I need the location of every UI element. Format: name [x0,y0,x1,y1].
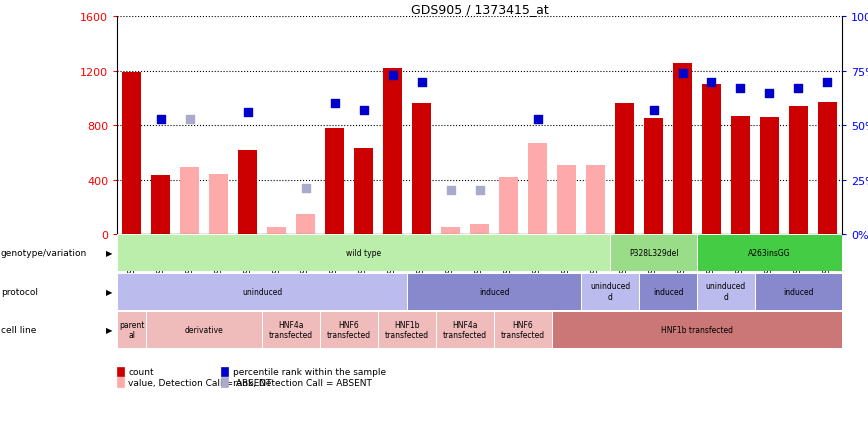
FancyBboxPatch shape [639,273,697,310]
Text: uninduced: uninduced [242,287,282,296]
FancyBboxPatch shape [117,311,146,348]
Point [820,79,834,86]
Text: derivative: derivative [185,325,224,334]
Point [733,85,747,92]
FancyBboxPatch shape [436,311,494,348]
Text: uninduced
d: uninduced d [590,282,630,301]
Text: ▶: ▶ [107,287,113,296]
FancyBboxPatch shape [581,273,639,310]
Text: induced: induced [653,287,683,296]
Bar [557,165,576,234]
Bar [528,144,547,234]
Text: A263insGG: A263insGG [748,249,791,258]
Text: uninduced
d: uninduced d [706,282,746,301]
FancyBboxPatch shape [320,311,378,348]
Point [357,107,371,114]
Bar [383,69,402,234]
Text: HNF1b
transfected: HNF1b transfected [385,320,429,339]
Text: wild type: wild type [346,249,381,258]
Point [154,116,168,123]
FancyBboxPatch shape [610,235,697,272]
Text: induced: induced [783,287,813,296]
Text: rank, Detection Call = ABSENT: rank, Detection Call = ABSENT [233,378,372,387]
Text: HNF6
transfected: HNF6 transfected [501,320,545,339]
Bar [499,178,518,234]
Bar [702,85,721,234]
Point [183,116,197,123]
Point [299,185,312,192]
Bar [673,63,692,234]
Text: value, Detection Call = ABSENT: value, Detection Call = ABSENT [128,378,272,387]
Text: P328L329del: P328L329del [628,249,678,258]
Bar [326,128,344,234]
Text: count: count [128,367,155,376]
Text: protocol: protocol [1,287,38,296]
FancyBboxPatch shape [146,311,262,348]
Bar [470,225,489,234]
Point [675,70,689,77]
Text: HNF4a
transfected: HNF4a transfected [269,320,313,339]
Point [328,101,342,108]
Bar [586,165,605,234]
Text: ▶: ▶ [107,249,113,258]
Bar [267,227,286,234]
Bar [760,118,779,234]
Bar [238,150,257,234]
Bar [151,176,170,234]
Point [792,85,806,92]
Bar [122,73,141,234]
Bar [354,149,373,234]
Bar [615,104,634,234]
FancyBboxPatch shape [407,273,581,310]
Point [762,90,776,97]
Bar [181,168,199,234]
Text: cell line: cell line [1,325,36,334]
FancyBboxPatch shape [755,273,842,310]
Title: GDS905 / 1373415_at: GDS905 / 1373415_at [411,3,549,16]
Bar [209,174,228,234]
Bar [731,116,750,234]
Point [530,116,544,123]
FancyBboxPatch shape [494,311,552,348]
Text: HNF1b transfected: HNF1b transfected [661,325,733,334]
FancyBboxPatch shape [378,311,436,348]
Point [444,187,457,194]
Text: induced: induced [479,287,510,296]
Bar [441,227,460,234]
Text: genotype/variation: genotype/variation [1,249,87,258]
Point [705,79,719,86]
Point [240,109,254,116]
Text: HNF6
transfected: HNF6 transfected [327,320,372,339]
Bar [296,214,315,234]
FancyBboxPatch shape [697,273,755,310]
Point [415,79,429,86]
Bar [412,104,431,234]
FancyBboxPatch shape [117,235,610,272]
Point [473,187,487,194]
FancyBboxPatch shape [697,235,842,272]
Bar [789,107,808,234]
Text: percentile rank within the sample: percentile rank within the sample [233,367,385,376]
Point [385,72,399,79]
Text: ▶: ▶ [107,325,113,334]
Bar [818,103,837,234]
Text: HNF4a
transfected: HNF4a transfected [443,320,487,339]
FancyBboxPatch shape [262,311,320,348]
Point [647,107,661,114]
Text: parent
al: parent al [119,320,144,339]
FancyBboxPatch shape [117,273,407,310]
FancyBboxPatch shape [552,311,842,348]
Bar [644,119,663,234]
